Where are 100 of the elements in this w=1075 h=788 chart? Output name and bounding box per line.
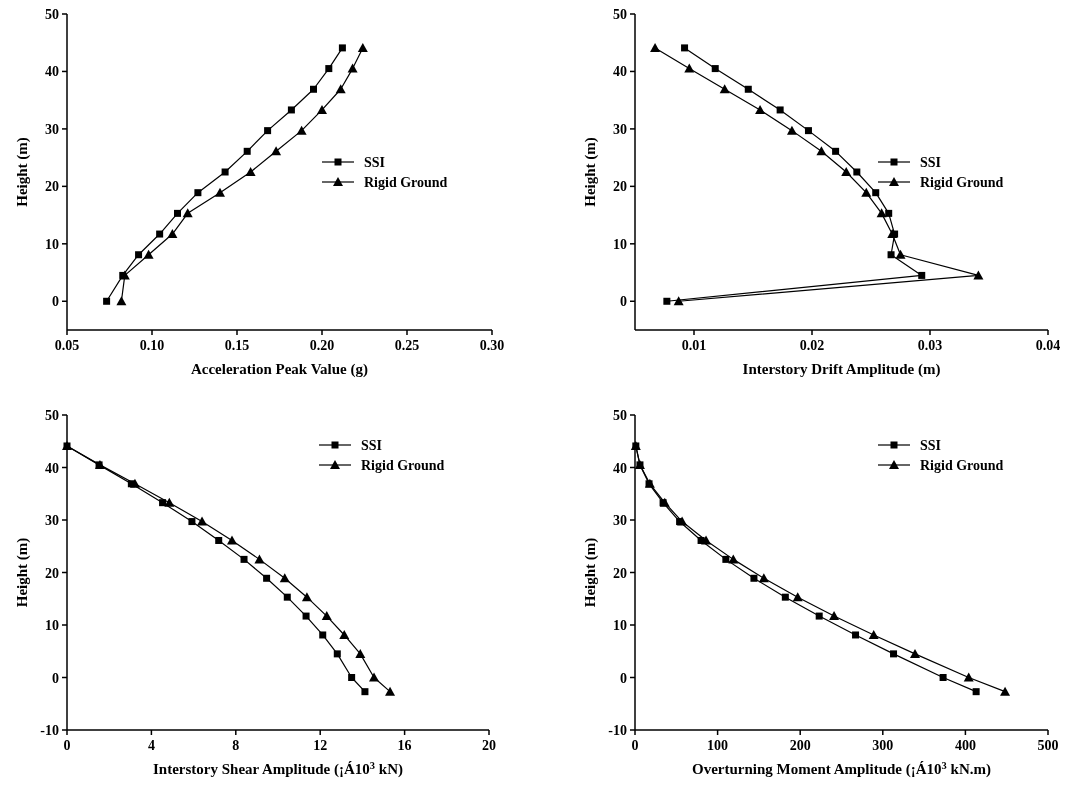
y-tick-label: -10 (40, 723, 59, 738)
point (215, 536, 223, 544)
point (781, 593, 789, 601)
point (841, 167, 852, 176)
point (310, 85, 317, 93)
point (174, 209, 181, 217)
point (254, 554, 265, 564)
y-tick-label: 50 (45, 408, 59, 423)
y-tick-label: 50 (45, 7, 59, 22)
x-tick-label: 16 (397, 738, 412, 753)
point (684, 63, 695, 73)
point (918, 271, 926, 279)
y-tick-label: 0 (52, 294, 59, 310)
point (319, 631, 327, 639)
point (677, 516, 688, 526)
y-tick-label: 0 (620, 294, 627, 310)
legend-label: Rigid Ground (920, 175, 1004, 190)
y-tick-label: 50 (613, 7, 627, 22)
x-tick-label: 200 (789, 738, 811, 753)
y-tick-label: 20 (613, 565, 627, 581)
y-tick-label: 20 (45, 179, 59, 195)
point (264, 127, 272, 135)
legend-label: SSI (920, 155, 942, 170)
point (972, 688, 980, 696)
point (755, 104, 766, 114)
x-tick-label: 0.30 (479, 338, 505, 353)
point (369, 672, 380, 682)
y-tick-label: 30 (613, 513, 627, 528)
x-axis-title: Interstory Shear Amplitude (¡Á10$^{3}$ kN) (153, 759, 403, 778)
x-tick-label: 100 (707, 738, 729, 753)
point (116, 296, 127, 306)
point (361, 688, 369, 696)
x-axis-title: Acceleration Peak Value (g) (190, 361, 369, 378)
y-tick-label: 40 (613, 460, 627, 476)
y-tick-label: 40 (613, 64, 627, 80)
x-tick-label: 0.10 (139, 338, 165, 353)
y-tick-label: 20 (45, 565, 59, 581)
x-tick-label: 0.04 (1035, 338, 1061, 353)
legend-label: SSI (920, 438, 942, 453)
y-tick-label: 10 (45, 618, 59, 633)
point (973, 270, 984, 280)
point (263, 574, 271, 582)
point (650, 42, 661, 52)
x-tick-label: 0.02 (799, 338, 825, 353)
point (338, 44, 346, 52)
point (135, 251, 143, 259)
legend-label: Rigid Ground (920, 458, 1004, 473)
y-tick-label: 10 (613, 236, 627, 252)
point (744, 85, 752, 93)
x-tick-label: 0 (63, 738, 71, 753)
legend-label: SSI (364, 155, 386, 170)
y-tick-label: 30 (613, 121, 627, 137)
point (711, 65, 719, 73)
point (876, 208, 887, 218)
point (302, 612, 310, 620)
y-axis-title: Height (m) (582, 537, 599, 608)
point (355, 648, 366, 658)
point (719, 84, 730, 94)
y-tick-label: -10 (608, 723, 627, 738)
point (129, 478, 140, 488)
point (347, 63, 358, 73)
point (853, 168, 861, 176)
x-tick-label: 12 (313, 738, 328, 753)
point (776, 106, 784, 114)
point (335, 84, 346, 94)
point (287, 106, 295, 114)
y-tick-label: 20 (613, 179, 627, 195)
x-tick-label: 0.25 (394, 338, 420, 353)
point (164, 497, 175, 507)
point (815, 612, 823, 620)
point (182, 208, 193, 218)
point (681, 44, 689, 52)
y-tick-label: 50 (613, 408, 627, 423)
point (283, 593, 291, 601)
point (103, 297, 111, 305)
x-tick-label: 20 (482, 738, 496, 753)
x-tick-label: 400 (954, 738, 976, 753)
point (348, 674, 356, 681)
point (829, 611, 840, 621)
y-axis-title: Height (m) (582, 137, 599, 207)
x-tick-label: 0.20 (309, 338, 335, 353)
x-tick-label: 300 (872, 738, 894, 753)
point (963, 672, 974, 682)
point (194, 189, 202, 197)
legend-label: SSI (361, 438, 383, 453)
y-axis-title: Height (m) (14, 537, 31, 608)
point (816, 146, 827, 156)
y-tick-label: 10 (45, 236, 59, 252)
point (722, 555, 730, 563)
point (296, 125, 307, 135)
y-tick-label: 0 (620, 670, 627, 686)
point (188, 518, 196, 526)
point (852, 631, 860, 639)
y-tick-label: 30 (45, 513, 59, 528)
point (325, 65, 333, 73)
point (758, 573, 769, 583)
point (868, 629, 879, 639)
point (167, 229, 178, 239)
x-tick-label: 0.05 (54, 338, 80, 353)
point (197, 516, 208, 526)
